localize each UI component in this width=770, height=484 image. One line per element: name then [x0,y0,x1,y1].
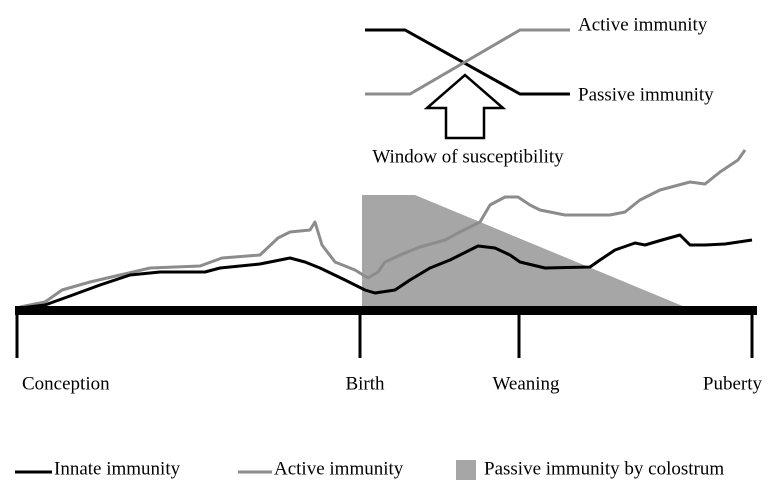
inset-active-line [365,28,570,96]
inset-active-label: Active immunity [578,14,708,35]
milestone-label: Conception [22,373,110,394]
passive-area [362,195,685,307]
milestone-label: Weaning [492,373,560,394]
legend-label: Passive immunity by colostrum [484,458,724,479]
window-caption: Window of susceptibility [372,146,564,167]
milestone-label: Birth [345,373,385,394]
active-curve [19,149,747,309]
timeline-axis [15,306,757,315]
innate-curve [19,233,753,310]
inset-passive-label: Passive immunity [578,84,714,105]
legend-label: Innate immunity [54,458,181,479]
legend-label: Active immunity [274,458,404,479]
arrow [423,73,507,140]
milestone-label: Puberty [703,373,763,394]
legend-swatch [456,460,476,480]
